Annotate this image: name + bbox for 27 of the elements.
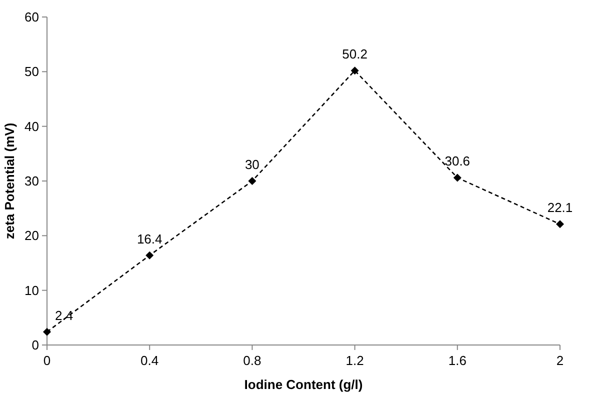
y-tick-label: 20: [24, 228, 39, 244]
x-tick-label: 1.6: [448, 353, 466, 368]
data-label: 50.2: [342, 46, 368, 62]
x-tick-label: 0.8: [243, 353, 262, 368]
y-tick-label: 60: [24, 10, 39, 25]
y-axis-title: zeta Potential (mV): [2, 122, 17, 240]
y-tick-label: 0: [32, 338, 39, 353]
x-axis-title: Iodine Content (g/l): [244, 377, 363, 392]
point: [248, 177, 256, 185]
data-label: 16.4: [136, 231, 162, 246]
x-tick-label: 0: [43, 353, 51, 368]
point: [556, 220, 564, 228]
y-tick-label: 30: [24, 174, 39, 189]
x-tick-label: 1.2: [346, 353, 364, 368]
data-label: 22.1: [547, 200, 573, 216]
y-tick-label: 40: [24, 118, 39, 134]
point: [43, 328, 51, 336]
data-label: 2.4: [55, 308, 74, 323]
x-tick-label: 0.4: [140, 353, 159, 368]
point: [146, 251, 154, 260]
y-tick-label: 50: [24, 64, 39, 80]
point: [453, 174, 462, 182]
y-tick-label: 10: [24, 282, 39, 298]
x-tick-label: 2: [556, 353, 564, 368]
point: [350, 66, 359, 75]
data-label: 30.6: [444, 154, 470, 169]
data-label: 30: [244, 157, 260, 172]
